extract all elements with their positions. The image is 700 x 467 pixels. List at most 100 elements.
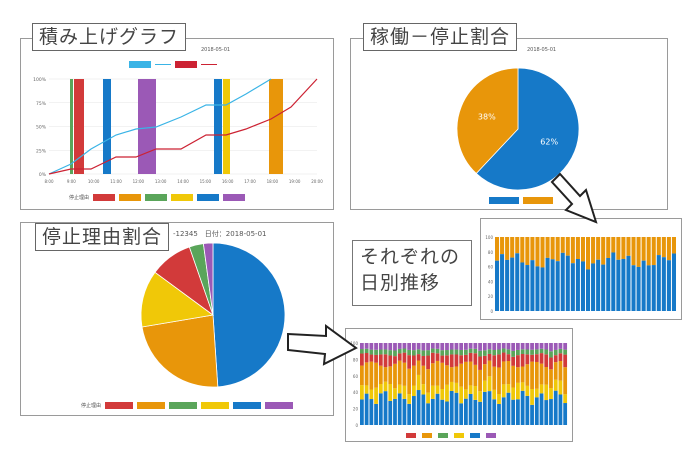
legend-operating — [129, 61, 151, 68]
bar-segment — [426, 355, 430, 370]
bar-segment — [553, 343, 558, 350]
bar-segment — [558, 360, 563, 381]
reason-pie — [140, 242, 286, 388]
stacked-date: 2018-05-01 — [201, 47, 231, 53]
bar-segment — [482, 343, 487, 351]
bar-segment — [416, 374, 421, 391]
bar-segment — [360, 353, 364, 366]
bar-segment — [364, 353, 369, 363]
y-tick-label: 25% — [36, 148, 47, 154]
bar-segment — [516, 382, 520, 400]
ratio-pie: 62% 38% — [456, 67, 580, 191]
bar-segment — [402, 348, 407, 353]
daily-reason-y-ticks: 100 80 60 40 20 0 — [350, 341, 358, 428]
bar-segment — [492, 399, 497, 425]
bar-segment — [445, 350, 449, 356]
bar-segment-operating — [520, 262, 525, 311]
bar-segment — [383, 354, 388, 368]
bar-segment — [544, 400, 549, 425]
daily-ratio-panel: 100 80 60 40 20 0 — [480, 218, 682, 320]
daily-ratio-y-ticks: 100 80 60 40 20 0 — [485, 235, 493, 314]
bar-segment — [374, 349, 378, 355]
bar-segment — [525, 385, 530, 396]
bar-yellow — [223, 79, 230, 174]
bar-segment — [478, 350, 482, 357]
bar-segment — [412, 343, 416, 351]
y-tick-label: 80 — [488, 250, 494, 255]
legend-label: 停止理由 — [81, 403, 102, 409]
bar-segment — [407, 368, 412, 395]
daily-reason-panel: 100 80 60 40 20 0 — [345, 328, 573, 442]
bar-segment — [506, 343, 511, 350]
bar-segment — [520, 390, 525, 425]
bar-segment — [558, 394, 563, 425]
ratio-title: 稼働－停止割合 — [363, 23, 518, 51]
bar-segment — [388, 384, 393, 401]
x-tick-label: 18:00 — [267, 179, 279, 184]
bar-segment-stopped — [596, 237, 601, 260]
bar-segment — [558, 353, 563, 361]
bar-segment — [501, 343, 506, 349]
bar-segment-stopped — [621, 237, 626, 259]
bar-segment-stopped — [601, 237, 606, 265]
bar-segment — [506, 392, 511, 425]
bar-segment-operating — [565, 255, 570, 311]
bar-segment — [416, 349, 421, 355]
bar-segment — [530, 361, 534, 390]
bar-segment-operating — [500, 254, 505, 311]
bar-segment — [383, 391, 388, 425]
legend-stopped — [175, 61, 197, 68]
bar-segment — [549, 388, 553, 400]
bar-segment — [511, 365, 516, 388]
bar-segment — [501, 361, 506, 385]
bar-segment-stopped — [540, 237, 545, 268]
bar-segment — [464, 343, 468, 350]
bar-segment — [388, 355, 393, 367]
bar-segment — [525, 395, 530, 425]
y-tick-label: 20 — [353, 407, 359, 412]
bar-segment — [544, 349, 549, 355]
stacked-title: 積み上げグラフ — [32, 23, 187, 51]
bar-segment — [563, 343, 568, 350]
bar-segment — [364, 343, 369, 349]
bar-segment-stopped — [550, 237, 555, 260]
bar-segment — [459, 403, 464, 425]
bar-segment — [487, 360, 492, 377]
bar-segment — [402, 362, 407, 386]
stacked-chart: 100% 75% 50% 25% 0% 8:00 9:00 10:00 11:00 12:00 1… — [33, 77, 323, 184]
bar-segment — [393, 388, 397, 399]
bar-segment — [549, 351, 553, 358]
bar-segment — [445, 343, 449, 351]
bar-segment — [426, 392, 430, 404]
bar-segment — [539, 393, 544, 425]
bar-segment — [383, 343, 388, 350]
bar-segment-stopped — [646, 237, 651, 266]
bar-segment-stopped — [651, 237, 656, 266]
bar-red — [74, 79, 84, 174]
caption-box — [352, 240, 472, 306]
legend-purple — [265, 402, 294, 409]
legend-operating — [489, 197, 519, 204]
bar-segment — [459, 343, 464, 350]
legend-yellow — [201, 402, 230, 409]
bar-segment — [449, 354, 454, 368]
bar-segment-operating — [651, 265, 656, 311]
bar-segment — [435, 385, 440, 394]
bar-segment — [478, 356, 482, 370]
bar-segment — [468, 361, 473, 386]
bar-segment — [473, 348, 478, 354]
ratio-pie-chart: 62% 38% — [456, 67, 580, 191]
bar-segment — [416, 360, 421, 375]
ratio-date: 2018-05-01 — [527, 47, 557, 53]
bar-segment — [534, 354, 539, 362]
bar-segment — [468, 343, 473, 349]
bar-segment — [369, 389, 374, 400]
bar-segment — [553, 362, 558, 380]
bar-segment — [478, 343, 482, 351]
bar-segment-stopped — [606, 237, 611, 258]
bar-segment-operating — [540, 267, 545, 311]
bar-segment-stopped — [586, 237, 591, 270]
bar-segment — [492, 349, 497, 356]
x-tick-label: 17:00 — [244, 179, 256, 184]
bar-segment — [397, 348, 402, 354]
